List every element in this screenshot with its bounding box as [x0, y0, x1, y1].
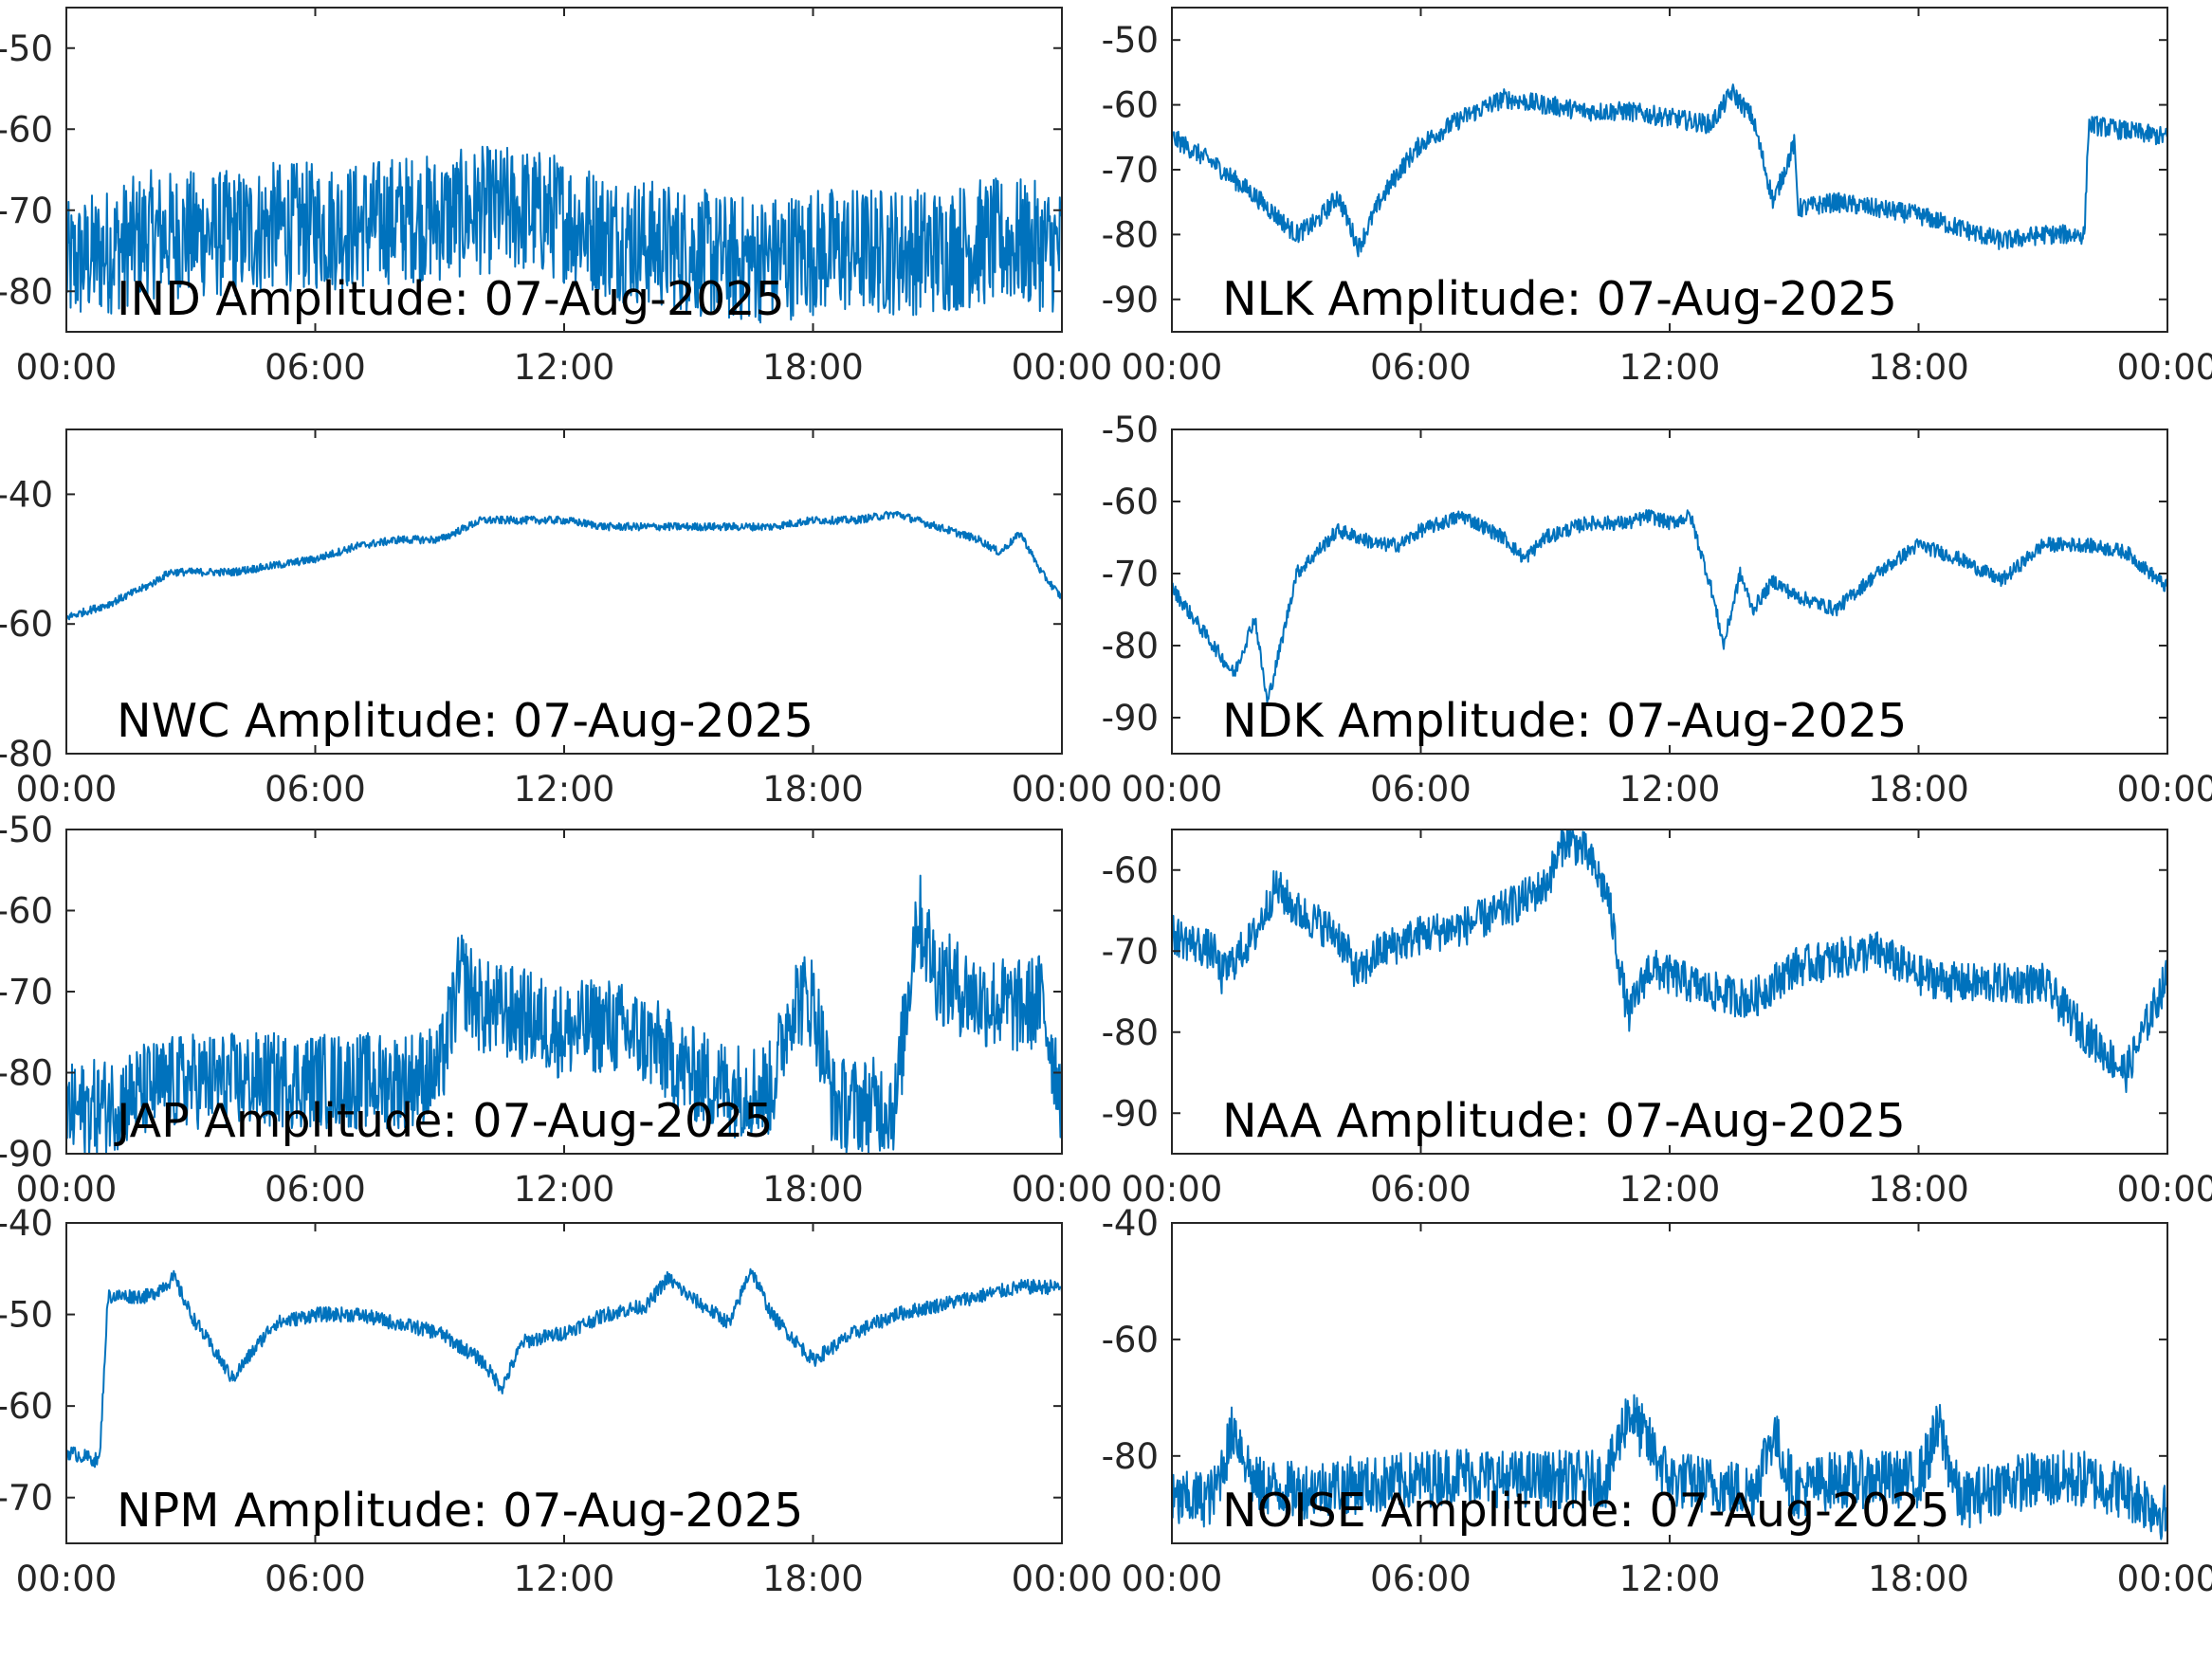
panel-title: NOISE Amplitude: 07-Aug-2025 [1222, 1484, 1950, 1538]
y-tick-label: -50 [1102, 20, 1159, 61]
y-tick-label: -60 [0, 891, 53, 932]
x-tick-label: 18:00 [1868, 1559, 1969, 1599]
panel-title: IND Amplitude: 07-Aug-2025 [117, 272, 785, 326]
x-tick-label: 00:00 [16, 1559, 118, 1599]
series-line [1172, 509, 2167, 704]
y-tick-label: -80 [0, 1053, 53, 1094]
series-line [66, 145, 1062, 324]
chart-panel-6: 00:00 06:00 12:00 18:00 00:00 -60 -70 -80 -90 NAA… [1102, 829, 2212, 1210]
chart-panel-8: 00:00 06:00 12:00 18:00 00:00 -40 -60 -80 NOISE … [1102, 1203, 2212, 1599]
y-tick-label: -50 [0, 1295, 53, 1336]
x-tick-label: 00:00 [1122, 1559, 1223, 1599]
x-tick-label: 18:00 [762, 347, 864, 388]
x-tick-label: 12:00 [1619, 1559, 1721, 1599]
x-tick-label: 00:00 [1012, 1169, 1113, 1210]
y-tick-label: -50 [0, 810, 53, 850]
y-tick-label: -60 [0, 604, 53, 645]
y-tick-label: -50 [1102, 410, 1159, 450]
panel-title: NDK Amplitude: 07-Aug-2025 [1222, 694, 1907, 748]
y-tick-label: -70 [1102, 931, 1159, 972]
x-tick-label: 18:00 [762, 1559, 864, 1599]
x-tick-label: 06:00 [265, 1169, 366, 1210]
x-tick-label: 00:00 [1012, 347, 1113, 388]
x-tick-label: 18:00 [1868, 769, 1969, 810]
x-tick-label: 00:00 [16, 769, 118, 810]
y-tick-label: -80 [1102, 214, 1159, 255]
series-line [66, 874, 1062, 1154]
x-tick-label: 12:00 [1619, 347, 1721, 388]
x-tick-label: 06:00 [1370, 769, 1472, 810]
y-tick-label: -80 [1102, 626, 1159, 666]
x-tick-label: 00:00 [1122, 1169, 1223, 1210]
panel-title: NAA Amplitude: 07-Aug-2025 [1222, 1094, 1906, 1148]
y-tick-label: -80 [1102, 1012, 1159, 1053]
x-tick-label: 12:00 [514, 1559, 615, 1599]
x-tick-label: 06:00 [1370, 1169, 1472, 1210]
chart-panel-5: 00:00 06:00 12:00 18:00 00:00 -50 -60 -70 -80 -90… [0, 810, 1112, 1210]
x-tick-label: 18:00 [1868, 347, 1969, 388]
x-tick-label: 00:00 [2117, 1559, 2212, 1599]
y-tick-label: -60 [1102, 482, 1159, 522]
x-tick-label: 00:00 [1122, 347, 1223, 388]
series-line [1172, 83, 2167, 258]
y-tick-label: -90 [1102, 1093, 1159, 1134]
y-tick-label: -40 [0, 1203, 53, 1244]
y-tick-label: -60 [1102, 1320, 1159, 1360]
y-tick-label: -40 [0, 474, 53, 515]
y-tick-label: -70 [1102, 554, 1159, 594]
chart-panel-2: 00:00 06:00 12:00 18:00 00:00 -50 -60 -70 -80 -90… [1102, 7, 2212, 388]
x-tick-label: 18:00 [1868, 1169, 1969, 1210]
y-tick-label: -60 [0, 109, 53, 150]
y-tick-label: -40 [1102, 1203, 1159, 1244]
x-tick-label: 06:00 [1370, 1559, 1472, 1599]
x-tick-label: 00:00 [1012, 769, 1113, 810]
y-tick-label: -80 [0, 734, 53, 775]
x-tick-label: 06:00 [265, 1559, 366, 1599]
panel-title: NWC Amplitude: 07-Aug-2025 [117, 694, 814, 748]
x-tick-label: 00:00 [1012, 1559, 1113, 1599]
y-tick-label: -70 [1102, 150, 1159, 191]
x-tick-label: 18:00 [762, 1169, 864, 1210]
x-tick-label: 12:00 [1619, 769, 1721, 810]
panel-title: JAP Amplitude: 07-Aug-2025 [114, 1094, 773, 1148]
chart-panel-4: 00:00 06:00 12:00 18:00 00:00 -50 -60 -70 -80 -90… [1102, 410, 2212, 810]
y-tick-label: -60 [1102, 85, 1159, 126]
x-tick-label: 12:00 [514, 769, 615, 810]
y-tick-label: -70 [0, 191, 53, 231]
series-line [66, 510, 1062, 621]
x-tick-label: 00:00 [2117, 769, 2212, 810]
x-tick-label: 00:00 [2117, 1169, 2212, 1210]
series-line [1172, 1394, 2167, 1540]
y-tick-label: -70 [0, 972, 53, 1012]
y-tick-label: -90 [1102, 280, 1159, 320]
chart-panel-7: 00:00 06:00 12:00 18:00 00:00 -40 -50 -60 -70 NPM… [0, 1203, 1112, 1599]
x-tick-label: 12:00 [1619, 1169, 1721, 1210]
x-tick-label: 00:00 [16, 1169, 118, 1210]
panel-title: NPM Amplitude: 07-Aug-2025 [117, 1484, 803, 1538]
x-tick-label: 06:00 [1370, 347, 1472, 388]
series-line [66, 1267, 1062, 1468]
panel-title: NLK Amplitude: 07-Aug-2025 [1222, 272, 1897, 326]
y-tick-label: -60 [1102, 850, 1159, 891]
x-tick-label: 18:00 [762, 769, 864, 810]
x-tick-label: 06:00 [265, 769, 366, 810]
x-tick-label: 00:00 [1122, 769, 1223, 810]
y-tick-label: -90 [0, 1134, 53, 1175]
series-line [1172, 830, 2167, 1093]
chart-panel-1: 00:00 06:00 12:00 18:00 00:00 -50 -60 -70 -80 IND… [0, 7, 1113, 388]
y-tick-label: -90 [1102, 698, 1159, 738]
x-tick-label: 06:00 [265, 347, 366, 388]
x-tick-label: 00:00 [2117, 347, 2212, 388]
y-tick-label: -70 [0, 1478, 53, 1519]
chart-panel-3: 00:00 06:00 12:00 18:00 00:00 -40 -60 -80 NWC Am… [0, 428, 1113, 810]
x-tick-label: 12:00 [514, 1169, 615, 1210]
y-tick-label: -80 [0, 271, 53, 312]
x-tick-label: 12:00 [514, 347, 615, 388]
y-tick-label: -50 [0, 28, 53, 69]
y-tick-label: -80 [1102, 1436, 1159, 1477]
x-tick-label: 00:00 [16, 347, 118, 388]
y-tick-label: -60 [0, 1386, 53, 1427]
